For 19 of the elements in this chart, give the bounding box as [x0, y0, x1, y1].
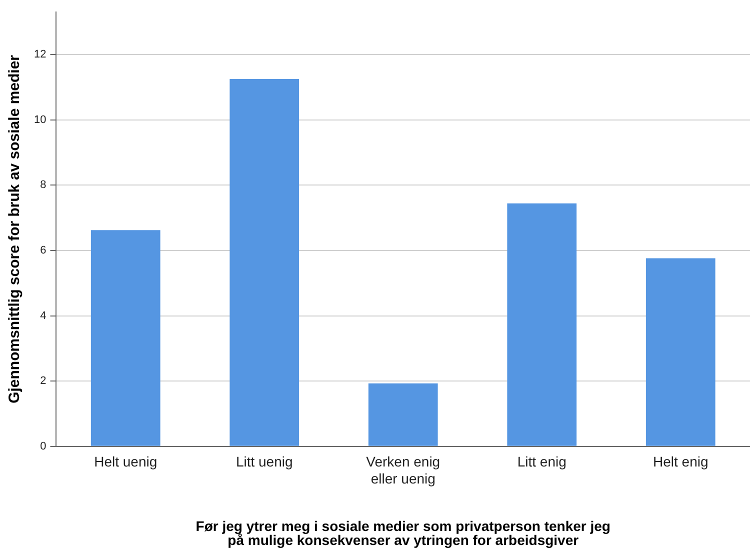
- y-axis-title: Gjennomsnittlig score for bruk av sosiale medier: [6, 54, 24, 404]
- bar: [90, 230, 160, 446]
- x-tick-label: Helt uenig: [94, 454, 158, 470]
- bar: [368, 383, 438, 446]
- x-tick-label: Litt enig: [517, 454, 566, 470]
- x-tick-label: Helt enig: [652, 454, 708, 470]
- x-tick-label: Litt uenig: [236, 454, 293, 470]
- y-tick-label: 12: [34, 48, 46, 60]
- bar: [646, 258, 716, 446]
- x-tick-label: Verken enig eller uenig: [366, 454, 440, 486]
- y-tick-label: 0: [40, 440, 46, 452]
- y-tick-label: 10: [34, 114, 46, 126]
- y-tick-label: 2: [40, 375, 46, 388]
- x-axis-title: Før jeg ytrer meg i sosiale medier som privatperson tenker jeg på mulige konsekvenser av ytringen for arbeidsgiver: [196, 518, 610, 548]
- y-tick-label: 6: [40, 244, 46, 256]
- y-tick-label: 8: [40, 179, 46, 192]
- bar: [230, 78, 300, 446]
- bar: [507, 203, 577, 446]
- y-tick-label: 4: [40, 310, 46, 322]
